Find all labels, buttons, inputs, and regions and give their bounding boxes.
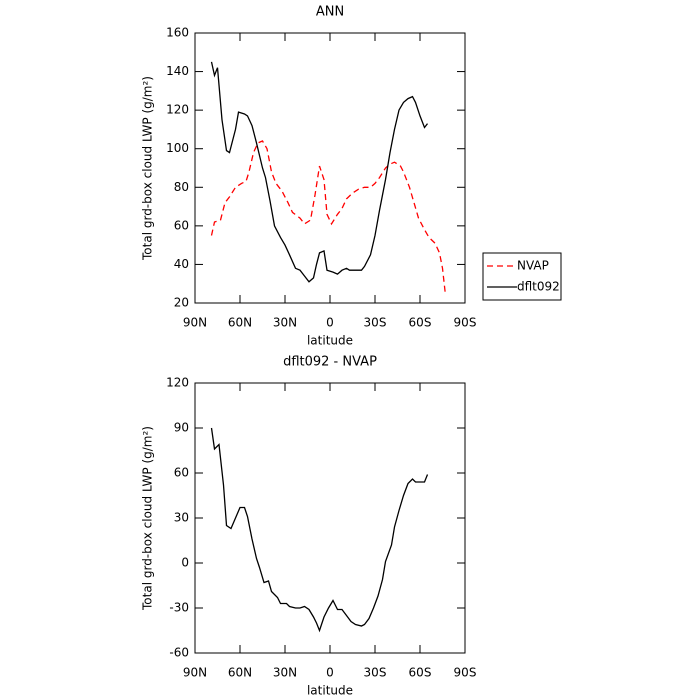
x-tick-label: 60N [228, 316, 252, 330]
y-tick-label: -60 [169, 646, 189, 660]
y-tick-label: 120 [166, 103, 189, 117]
x-tick-label: 30S [364, 666, 387, 680]
y-tick-label: 100 [166, 141, 189, 155]
x-tick-label: 60S [409, 316, 432, 330]
x-tick-label: 90N [183, 666, 207, 680]
y-tick-label: 60 [174, 466, 189, 480]
x-tick-label: 90S [454, 316, 477, 330]
x-tick-label: 30N [273, 316, 297, 330]
y-tick-label: 80 [174, 180, 189, 194]
y-tick-label: 120 [166, 376, 189, 390]
data-line [210, 427, 429, 633]
x-tick-label: 60N [228, 666, 252, 680]
y-axis-label: Total grd-box cloud LWP (g/m²) [141, 426, 155, 611]
y-tick-label: -30 [169, 601, 189, 615]
y-tick-label: 20 [174, 296, 189, 310]
chart-title: ANN [316, 5, 344, 20]
x-tick-label: 30S [364, 316, 387, 330]
legend-box [482, 252, 562, 301]
x-tick-label: 0 [326, 316, 334, 330]
x-tick-label: 90S [454, 666, 477, 680]
data-line [210, 140, 447, 296]
legend-label: dflt092 [517, 280, 560, 294]
x-axis-label: latitude [307, 334, 353, 348]
y-tick-label: 40 [174, 257, 189, 271]
y-tick-label: 30 [174, 511, 189, 525]
plot-frame [194, 32, 466, 304]
chart-title: dflt092 - NVAP [283, 355, 377, 370]
y-tick-label: 0 [181, 556, 189, 570]
y-tick-label: 60 [174, 218, 189, 232]
data-line [210, 61, 429, 283]
legend-label: NVAP [517, 259, 549, 273]
x-tick-label: 0 [326, 666, 334, 680]
y-tick-label: 90 [174, 421, 189, 435]
x-tick-label: 30N [273, 666, 297, 680]
x-tick-label: 90N [183, 316, 207, 330]
x-tick-label: 60S [409, 666, 432, 680]
y-axis-label: Total grd-box cloud LWP (g/m²) [141, 76, 155, 261]
y-tick-label: 160 [166, 26, 189, 40]
y-tick-label: 140 [166, 64, 189, 78]
x-axis-label: latitude [307, 684, 353, 698]
